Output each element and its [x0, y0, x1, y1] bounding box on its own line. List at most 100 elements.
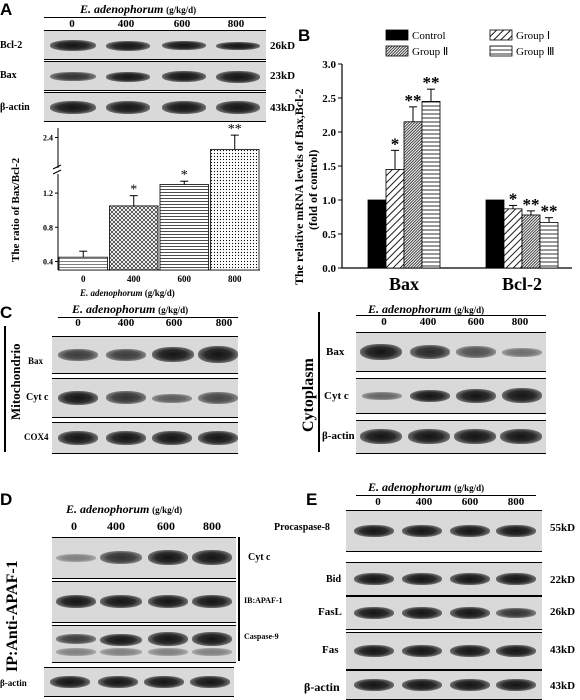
significance-mark: * — [181, 168, 188, 183]
lane-label: 800 — [511, 316, 529, 328]
panel-c-right-sep — [318, 312, 320, 452]
blot-row-label: IB:APAF-1 — [244, 596, 283, 605]
blot-c-mito-cytc — [52, 378, 238, 418]
panel-e-header-line — [356, 495, 536, 496]
bar — [539, 222, 559, 269]
y-tick-label: 1.0 — [322, 195, 336, 207]
chart-b-ylabel-1: The relative mRNA levels of Bax,Bcl-2 — [292, 88, 306, 285]
chart-a-xlabel-unit: (g/kg/d) — [144, 288, 175, 298]
legend-label: Control — [412, 30, 446, 42]
y-tick-label: 2.0 — [322, 127, 336, 139]
blot-kd-label: 55kD — [550, 522, 576, 534]
blot-kd-label: 43kD — [270, 102, 296, 114]
bar — [521, 214, 541, 269]
y-tick-label: 0.4 — [43, 257, 53, 266]
chart-a-xlabel-title: E. adenophorum — [80, 288, 143, 298]
lane-label: 0 — [71, 519, 77, 533]
blot-row-label: β-actin — [0, 102, 30, 113]
panel-a-header: E. adenophorum (g/kg/d) — [80, 2, 196, 17]
legend-swatch — [385, 45, 409, 57]
significance-mark: * — [391, 134, 400, 153]
legend-swatch — [489, 29, 513, 41]
bar — [367, 199, 387, 269]
blot-d-apaf1 — [52, 581, 236, 623]
panel-c-right-header-unit: (g/kg/d) — [454, 305, 485, 315]
blot-d-cytc — [52, 537, 236, 579]
lane-label: 800 — [227, 18, 245, 30]
chart-a-ylabel: The ratio of Bax/Bcl-2 — [10, 157, 22, 262]
bar — [210, 148, 260, 271]
panel-c-left-header-unit: (g/kg/d) — [158, 305, 189, 315]
axis-break — [52, 164, 62, 175]
y-tick-label: 1.5 — [322, 161, 336, 173]
significance-mark: ** — [228, 122, 242, 137]
blot-row-label: Cyt c — [248, 552, 271, 563]
panel-c-right-side: Cytoplasm — [300, 358, 317, 432]
blot-row-label: Caspase-9 — [244, 632, 279, 641]
blot-row-label: Cyt c — [324, 390, 349, 402]
significance-mark: ** — [405, 91, 422, 110]
bar — [403, 121, 423, 269]
lane-label: 400 — [419, 316, 437, 328]
blot-row-label: Procaspase-8 — [274, 522, 330, 533]
blot-row-label: Bcl-2 — [0, 40, 23, 51]
y-tick-label: 2.4 — [43, 134, 53, 143]
bar — [503, 208, 523, 269]
chart-b: 0.00.51.01.52.02.53.0*****Bax* ** **Bcl-2C… — [322, 29, 572, 294]
blot-row-label: Bid — [326, 574, 342, 585]
significance-mark: * — [130, 183, 137, 198]
chart-b-ylabel-2: (fold of control) — [306, 149, 320, 230]
panel-d-header-title: E. adenophorum — [66, 502, 150, 516]
x-tick-label: 400 — [127, 274, 141, 284]
y-tick-label: 0.0 — [322, 263, 336, 275]
blot-e-bid — [346, 562, 542, 596]
bar — [109, 205, 159, 271]
blot-e-fas — [346, 632, 542, 670]
panel-d-bracket — [238, 537, 240, 661]
significance-mark: ** — [423, 73, 440, 92]
bar — [58, 256, 108, 271]
bar — [421, 101, 441, 269]
panel-e-lanes: 0 400 600 800 — [352, 496, 542, 510]
blot-row-label: Bax — [0, 70, 17, 81]
panel-c-left-header-title: E. adenophorum — [72, 302, 156, 316]
blot-row-label: COX4 — [24, 432, 49, 442]
lane-label: 0 — [69, 18, 75, 30]
x-tick-label: Bax — [389, 274, 419, 294]
lane-label: 600 — [165, 317, 183, 329]
panel-b-label: B — [298, 26, 311, 45]
blot-d-actin — [44, 667, 234, 697]
x-tick-label: Bcl-2 — [502, 274, 542, 294]
panel-c-label: C — [0, 303, 13, 322]
panel-e-header-unit: (g/kg/d) — [454, 483, 485, 493]
blot-e-fasl — [346, 596, 542, 630]
blot-d-casp9 — [52, 625, 236, 663]
lane-label: 600 — [467, 316, 485, 328]
x-tick-label: 600 — [178, 274, 192, 284]
chart-a: 0.4 0.8 1.2 2.4 0 * 400 * 600 ** 800 — [43, 122, 260, 284]
significance-mark: ** — [523, 195, 540, 214]
blot-row-label: Bax — [326, 346, 345, 358]
blot-e-procasp8 — [346, 510, 542, 552]
lane-label: 0 — [381, 316, 387, 328]
blot-row-label: Cyt c — [26, 392, 49, 403]
blot-c-cyto-bax — [356, 332, 546, 372]
legend-label: Group Ⅰ — [516, 30, 550, 42]
blot-c-cyto-cytc — [356, 378, 546, 414]
y-tick-label: 1.2 — [43, 189, 53, 198]
blot-kd-label: 26kD — [270, 40, 296, 52]
significance-mark: * — [509, 189, 518, 208]
blot-row-label: Fas — [322, 644, 339, 656]
blot-row-label: Bax — [28, 356, 44, 366]
lane-label: 600 — [157, 519, 175, 533]
legend-swatch — [489, 45, 513, 57]
panel-c-left-header: E. adenophorum (g/kg/d) — [72, 302, 188, 317]
panel-c-left-lanes: 0 400 600 800 — [56, 317, 246, 331]
blot-row-label: FasL — [318, 606, 342, 618]
panel-e-header-title: E. adenophorum — [368, 480, 452, 494]
lane-label: 800 — [203, 519, 221, 533]
panel-e-label: E — [306, 490, 318, 509]
blot-kd-label: 23kD — [270, 70, 296, 82]
legend-label: Group Ⅱ — [412, 46, 448, 58]
blot-c-mito-bax — [52, 336, 238, 374]
